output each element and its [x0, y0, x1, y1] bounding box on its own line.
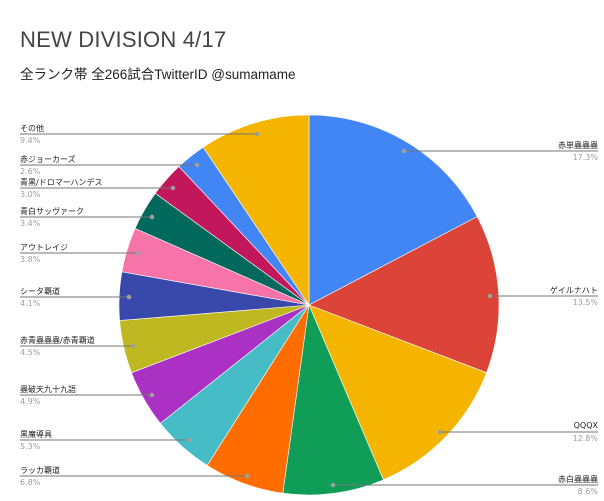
pct-other: 9.4%	[20, 136, 41, 145]
label-theta: シータ覇道	[20, 287, 60, 296]
label-akaao: 赤青蟲蟲蟲/赤青覇道	[20, 336, 95, 345]
label-rakka: ラッカ覇道	[20, 466, 60, 475]
pct-akashiro: 8.6%	[577, 487, 598, 496]
label-kuro-madougu: 黒魔導具	[20, 430, 52, 439]
label-other: その他	[20, 124, 44, 133]
pie-slices	[118, 114, 500, 496]
leader-lines	[20, 133, 598, 486]
pct-rakka: 6.8%	[20, 478, 41, 487]
label-qqqx: QQQX	[573, 421, 598, 430]
label-outrage: アウトレイジ	[20, 243, 68, 252]
pct-jokers: 2.6%	[20, 167, 41, 176]
slice-akatan[interactable]	[308, 114, 478, 306]
pct-akatan: 17.3%	[572, 153, 598, 162]
pct-akaao: 4.5%	[20, 348, 41, 357]
slice-qqqx[interactable]	[308, 304, 487, 481]
pct-aoshiro: 3.4%	[20, 219, 41, 228]
leader-dots	[126, 131, 493, 488]
pct-theta: 4.1%	[20, 299, 41, 308]
label-akatan: 赤単蟲蟲蟲	[558, 141, 598, 150]
chart-title: NEW DIVISION 4/17	[20, 27, 227, 52]
pct-aokuro: 3.0%	[20, 190, 41, 199]
label-jokers: 赤ジョーカーズ	[20, 155, 76, 164]
label-aokuro: 青黒/ドロマーハンデス	[20, 178, 103, 187]
label-aoshiro: 青白サッヴァーク	[20, 207, 84, 216]
pct-outrage: 3.8%	[20, 255, 41, 264]
pct-gailnacht: 13.5%	[572, 298, 598, 307]
label-mushi-haten: 蟲破天九十九語	[20, 385, 76, 394]
pct-mushi-haten: 4.9%	[20, 397, 41, 406]
pct-kuro-madougu: 5.3%	[20, 442, 41, 451]
slice-gailnacht[interactable]	[308, 216, 500, 374]
slice-other[interactable]	[202, 114, 310, 306]
pct-qqqx: 12.8%	[572, 434, 598, 443]
slice-akashiro[interactable]	[282, 303, 384, 496]
label-gailnacht: ゲイルナハト	[549, 286, 598, 295]
chart-subtitle: 全ランク帯 全266試合TwitterID @sumamame	[20, 67, 296, 82]
label-akashiro: 赤白蟲蟲蟲	[558, 475, 598, 484]
